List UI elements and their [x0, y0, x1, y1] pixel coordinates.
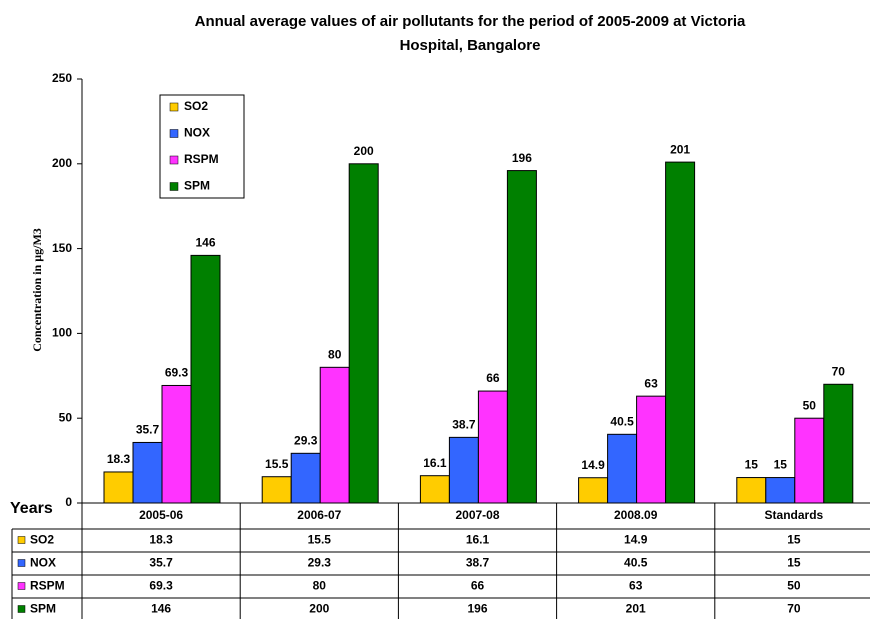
- data-label: 196: [512, 151, 532, 165]
- bar: [578, 477, 609, 504]
- y-tick-label: 200: [52, 156, 72, 170]
- y-tick-label: 250: [52, 71, 72, 85]
- table-cell: 15: [787, 533, 801, 547]
- data-label: 146: [195, 236, 215, 250]
- table-row-label: SO2: [30, 533, 54, 547]
- bar: [190, 254, 221, 504]
- legend-key: [169, 155, 179, 165]
- legend-key: [17, 559, 26, 567]
- table-cell: 50: [787, 579, 801, 593]
- data-label: 15: [774, 458, 788, 472]
- table-cell: 70: [787, 602, 801, 616]
- legend-label: SO2: [184, 99, 208, 113]
- data-label: 35.7: [136, 423, 160, 437]
- table-cell: 196: [467, 602, 487, 616]
- data-label: 80: [328, 347, 342, 361]
- bar: [823, 383, 854, 504]
- data-label: 50: [803, 398, 817, 412]
- table-cell: 38.7: [466, 556, 490, 570]
- table-cell: 66: [471, 579, 485, 593]
- x-tick-label: 2007-08: [455, 508, 499, 522]
- bar: [319, 366, 350, 504]
- y-tick-label: 0: [65, 495, 72, 509]
- bar: [290, 452, 321, 504]
- table-row-label: SPM: [30, 602, 56, 616]
- bar: [607, 433, 638, 504]
- bar: [348, 163, 379, 504]
- table-cell: 201: [626, 602, 646, 616]
- data-label: 14.9: [581, 458, 605, 472]
- legend-key: [169, 102, 179, 112]
- bar: [477, 390, 508, 504]
- bar: [665, 161, 696, 504]
- data-label: 29.3: [294, 433, 318, 447]
- table-cell: 63: [629, 579, 643, 593]
- table-cell: 15: [787, 556, 801, 570]
- bar: [161, 384, 192, 504]
- data-label: 63: [644, 376, 658, 390]
- table-cell: 80: [313, 579, 327, 593]
- bar: [506, 170, 537, 504]
- data-label: 18.3: [107, 452, 131, 466]
- bar: [261, 476, 292, 504]
- data-label: 69.3: [165, 366, 189, 380]
- table-cell: 35.7: [149, 556, 173, 570]
- data-label: 200: [354, 144, 374, 158]
- legend-label: NOX: [184, 126, 210, 140]
- chart-title: Hospital, Bangalore: [400, 37, 541, 54]
- table-cell: 29.3: [308, 556, 332, 570]
- table-cell: 16.1: [466, 533, 490, 547]
- chart-title: Annual average values of air pollutants …: [195, 13, 746, 30]
- bar: [132, 441, 163, 504]
- y-axis-label: Concentration in µg/M3: [30, 228, 44, 352]
- table-cell: 40.5: [624, 556, 648, 570]
- legend-key: [169, 182, 179, 191]
- bar: [419, 475, 450, 504]
- legend-box: [159, 94, 245, 199]
- x-tick-label: Standards: [765, 508, 824, 522]
- data-label: 40.5: [610, 414, 634, 428]
- legend-key: [169, 129, 179, 138]
- bar: [794, 417, 825, 504]
- data-label: 66: [486, 371, 500, 385]
- table-row-label: NOX: [30, 556, 56, 570]
- bar: [448, 436, 479, 504]
- bar: [765, 477, 796, 504]
- bar: [636, 395, 667, 504]
- x-tick-label: 2005-06: [139, 508, 183, 522]
- x-tick-label: 2008.09: [614, 508, 658, 522]
- table-cell: 146: [151, 602, 171, 616]
- data-label: 16.1: [423, 456, 447, 470]
- table-cell: 69.3: [149, 579, 173, 593]
- y-tick-label: 150: [52, 241, 72, 255]
- legend-label: SPM: [184, 179, 210, 193]
- y-tick-label: 50: [59, 410, 73, 424]
- bar: [103, 471, 134, 504]
- legend-key: [17, 582, 26, 590]
- table-cell: 18.3: [149, 533, 173, 547]
- legend-label: RSPM: [184, 152, 219, 166]
- data-label: 201: [670, 142, 690, 156]
- legend-key: [17, 605, 26, 613]
- x-tick-label: 2006-07: [297, 508, 341, 522]
- y-tick-label: 100: [52, 326, 72, 340]
- table-row-label: RSPM: [30, 579, 65, 593]
- data-label: 15.5: [265, 457, 289, 471]
- data-label: 70: [832, 364, 846, 378]
- data-label: 38.7: [452, 418, 476, 432]
- table-cell: 14.9: [624, 533, 648, 547]
- table-cell: 15.5: [308, 533, 332, 547]
- data-label: 15: [745, 458, 759, 472]
- bar: [736, 477, 767, 504]
- table-cell: 200: [309, 602, 329, 616]
- table-header: Years: [10, 500, 53, 517]
- legend-key: [17, 536, 26, 544]
